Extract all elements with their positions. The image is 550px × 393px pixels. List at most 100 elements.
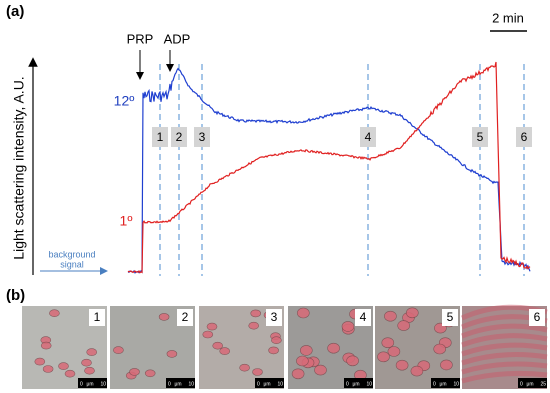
panel-label: (b) <box>6 287 25 304</box>
micrograph: 3 0 μm 10 <box>199 306 284 389</box>
micrograph: 2 0 μm 10 <box>110 306 195 389</box>
marker-label: 2 <box>176 130 183 144</box>
cell <box>299 345 313 356</box>
marker-label: 4 <box>365 130 372 144</box>
scale-box <box>518 378 547 388</box>
scale-label: μm <box>174 381 181 387</box>
cell <box>384 310 397 322</box>
marker-label: 5 <box>477 130 484 144</box>
scale-box <box>255 378 284 388</box>
micrograph: 5 0 μm 10 <box>375 306 460 389</box>
scale-label: 0 <box>433 381 436 387</box>
marker-box <box>171 127 187 147</box>
cell <box>268 346 279 355</box>
image-label: 4 <box>360 310 367 324</box>
marker-box <box>516 127 532 147</box>
marker-label: 3 <box>199 130 206 144</box>
scale-label: 10 <box>366 381 372 387</box>
scale-label: μm <box>526 381 533 387</box>
scale-box <box>344 378 373 388</box>
scale-label: 0 <box>257 381 260 387</box>
cell <box>219 347 230 355</box>
fiber <box>461 342 548 357</box>
cell <box>410 365 424 377</box>
marker-label: 1 <box>157 130 164 144</box>
cell <box>291 368 305 380</box>
marker-box <box>472 127 488 147</box>
cell <box>49 309 60 318</box>
cell <box>239 363 250 372</box>
cell <box>212 341 223 350</box>
cell <box>271 336 282 345</box>
cell <box>248 321 259 330</box>
cell <box>206 322 218 331</box>
cell <box>377 351 390 363</box>
y-axis-label: Light scattering intensity, A.U. <box>11 76 27 259</box>
scale-label: μm <box>263 381 270 387</box>
scale-label: 0 <box>520 381 523 387</box>
cell <box>58 362 69 370</box>
cell <box>296 307 310 319</box>
fiber <box>461 352 548 366</box>
scale-box <box>78 378 107 388</box>
label-box <box>442 309 458 326</box>
marker-label: 6 <box>521 130 528 144</box>
cell <box>252 368 263 376</box>
marker-box <box>152 127 168 147</box>
cell <box>395 359 409 371</box>
cell <box>129 368 140 376</box>
scale-label: 10 <box>277 381 283 387</box>
cell <box>397 320 411 331</box>
cell <box>250 309 261 318</box>
cell <box>341 321 355 332</box>
cell <box>405 307 419 319</box>
micrograph: 4 0 μm 10 <box>288 306 373 389</box>
trace-12 <box>127 67 531 274</box>
cell <box>86 348 97 356</box>
cell <box>296 355 309 367</box>
panel-label: (a) <box>6 3 24 20</box>
scale-label: μm <box>439 381 446 387</box>
cell <box>440 359 453 371</box>
fiber <box>461 323 548 339</box>
image-label: 2 <box>182 310 189 324</box>
image-label: 1 <box>94 310 101 324</box>
micrograph: 6 0 μm 25 <box>460 304 548 389</box>
cell <box>34 357 46 366</box>
cell <box>381 337 395 349</box>
marker-box <box>360 127 376 147</box>
cell <box>314 364 327 376</box>
fiber <box>461 361 548 375</box>
image-label: 3 <box>271 310 278 324</box>
scale-label: 10 <box>188 381 194 387</box>
cell <box>113 346 124 354</box>
cell <box>387 346 401 357</box>
time-scale-label: 2 min <box>492 10 524 25</box>
scale-label: 0 <box>346 381 349 387</box>
cell <box>346 355 359 367</box>
fiber <box>461 333 548 348</box>
cell <box>84 366 95 375</box>
arrow-label: PRP <box>127 31 154 46</box>
cell <box>158 313 170 321</box>
arrow-label: ADP <box>164 31 191 46</box>
scale-box <box>431 378 460 388</box>
scale-label: 10 <box>453 381 459 387</box>
scale-label: μm <box>352 381 359 387</box>
micrograph: 10 μm 10 <box>22 306 107 389</box>
background-label: background <box>48 249 95 259</box>
cell <box>40 341 52 350</box>
label-box <box>89 309 105 326</box>
scale-label: 0 <box>168 381 171 387</box>
cell <box>64 369 76 378</box>
cell <box>144 369 156 378</box>
scale-label: 25 <box>540 381 546 387</box>
scale-label: 0 <box>80 381 83 387</box>
trace-label: 12º <box>114 93 135 109</box>
image-label: 5 <box>447 310 454 324</box>
background-label: signal <box>60 259 84 269</box>
cell <box>42 365 54 373</box>
scale-label: 10 <box>100 381 106 387</box>
